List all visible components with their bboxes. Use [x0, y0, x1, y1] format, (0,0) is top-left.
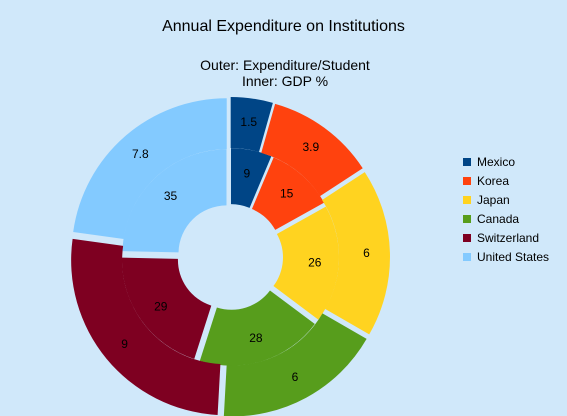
- legend-label-switzerland: Switzerland: [477, 230, 540, 245]
- inner-label-korea: 15: [280, 187, 294, 201]
- outer-label-switzerland: 9: [121, 337, 128, 351]
- inner-slice-canada: [199, 290, 315, 366]
- inner-label-united-states: 35: [164, 189, 178, 203]
- legend-swatch-korea: [463, 176, 471, 185]
- chart-title: Annual Expenditure on Institutions: [162, 18, 405, 35]
- legend-item-korea: Korea: [463, 171, 549, 190]
- outer-label-mexico: 1.5: [240, 115, 257, 129]
- legend-label-canada: Canada: [477, 211, 520, 226]
- legend-item-switzerland: Switzerland: [463, 228, 549, 247]
- legend-label-mexico: Mexico: [477, 154, 516, 169]
- inner-ring: [121, 148, 339, 366]
- inner-slice-united-states: [122, 149, 227, 253]
- inner-slice-switzerland: [121, 257, 212, 359]
- inner-slice-mexico: [230, 148, 272, 208]
- outer-label-japan: 6: [363, 246, 370, 260]
- legend-swatch-mexico: [463, 157, 471, 166]
- outer-label-korea: 3.9: [302, 140, 319, 154]
- legend-label-korea: Korea: [477, 173, 510, 188]
- legend-swatch-united-states: [463, 252, 471, 261]
- outer-slice-mexico: [230, 97, 273, 152]
- outer-label-united-states: 7.8: [132, 147, 149, 161]
- legend-swatch-canada: [463, 214, 471, 223]
- outer-slice-japan: [322, 172, 390, 335]
- outer-ring: [71, 97, 390, 416]
- inner-label-switzerland: 29: [154, 299, 168, 313]
- legend-swatch-switzerland: [463, 233, 471, 242]
- chart-subtitle-outer: Outer: Expenditure/Student: [200, 57, 370, 73]
- data-labels: 9 15 26 28 29 35 1.5 3.9 6 6 9 7.8: [121, 115, 370, 384]
- outer-slice-switzerland: [71, 238, 221, 415]
- legend-item-united-states: United States: [463, 247, 549, 266]
- inner-slice-korea: [251, 157, 325, 230]
- outer-slice-united-states: [73, 98, 227, 239]
- legend-item-canada: Canada: [463, 209, 549, 228]
- outer-slice-canada: [223, 313, 367, 416]
- outer-slice-korea: [261, 103, 363, 197]
- legend-item-japan: Japan: [463, 190, 549, 209]
- inner-slice-japan: [273, 206, 339, 320]
- chart-subtitle-inner: Inner: GDP %: [241, 73, 329, 89]
- legend-item-mexico: Mexico: [463, 152, 549, 171]
- inner-label-japan: 26: [308, 256, 322, 270]
- inner-label-canada: 28: [249, 331, 263, 345]
- legend-label-united-states: United States: [477, 249, 550, 264]
- outer-label-canada: 6: [292, 370, 299, 384]
- legend-label-japan: Japan: [477, 192, 510, 207]
- chart-legend: Mexico Korea Japan Canada Switzerland United …: [463, 152, 549, 266]
- inner-label-mexico: 9: [243, 167, 250, 181]
- legend-swatch-japan: [463, 195, 471, 204]
